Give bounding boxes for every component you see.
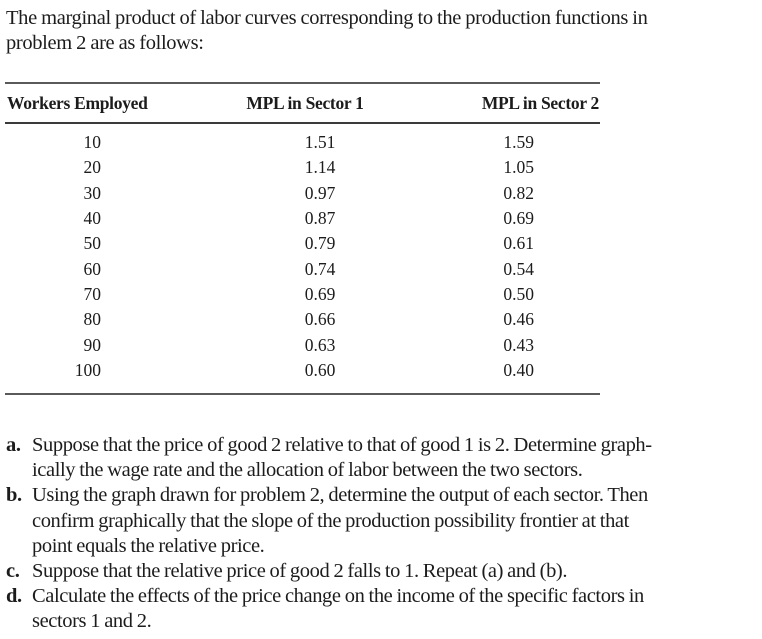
- question-line: sectors 1 and 2.: [32, 610, 152, 633]
- mpl-sector-2-cell: 0.46: [503, 309, 534, 330]
- question-text: Using the graph drawn for problem 2, det…: [32, 483, 758, 559]
- mpl-sector-1-cell: 0.69: [304, 283, 336, 304]
- mpl-sector-2-cell: 1.05: [503, 157, 534, 178]
- question-text: Suppose that the price of good 2 relativ…: [32, 433, 758, 483]
- mpl-sector-2-cell: 0.61: [503, 233, 534, 254]
- question-b: b. Using the graph drawn for problem 2, …: [6, 483, 758, 559]
- table-row: 60 0.74 0.54: [5, 256, 600, 281]
- table-row: 40 0.87 0.69: [5, 206, 600, 231]
- mpl-sector-1-cell: 1.51: [304, 132, 336, 153]
- mpl-table: Workers Employed MPL in Sector 1 MPL in …: [5, 82, 600, 395]
- workers-cell: 20: [83, 157, 102, 178]
- mpl-sector-2-cell: 0.82: [503, 182, 534, 203]
- mpl-data-body: 10 1.51 1.59 20 1.14 1.05 30 0.97 0.82 4…: [5, 124, 600, 383]
- question-line: Calculate the effects of the price chang…: [32, 585, 644, 608]
- table-top-rule: [5, 82, 600, 84]
- question-d: d. Calculate the effects of the price ch…: [6, 584, 758, 634]
- table-header-row: Workers Employed MPL in Sector 1 MPL in …: [5, 84, 600, 122]
- table-row: 90 0.63 0.43: [5, 332, 600, 357]
- mpl-sector-2-cell: 0.69: [503, 208, 534, 229]
- workers-cell: 30: [83, 182, 102, 203]
- table-bottom-rule: [5, 392, 600, 395]
- mpl-sector-1-cell: 0.87: [304, 208, 336, 229]
- mpl-sector-2-cell: 0.50: [503, 283, 534, 304]
- mpl-sector-1-cell: 0.79: [304, 233, 336, 254]
- question-letter: a.: [6, 434, 21, 456]
- table-row: 80 0.66 0.46: [5, 307, 600, 332]
- workers-cell: 50: [83, 233, 102, 254]
- question-list: a. Suppose that the price of good 2 rela…: [6, 433, 758, 635]
- intro-line: The marginal product of labor curves cor…: [6, 7, 648, 29]
- header-mpl-sector-2: MPL in Sector 2: [481, 92, 599, 113]
- mpl-sector-1-cell: 0.66: [304, 309, 336, 330]
- question-line: confirm graphically that the slope of th…: [32, 509, 629, 532]
- intro-paragraph: The marginal product of labor curves cor…: [6, 6, 756, 56]
- table-row: 10 1.51 1.59: [5, 124, 600, 155]
- question-letter: b.: [6, 484, 22, 507]
- question-text: Calculate the effects of the price chang…: [32, 584, 758, 634]
- mpl-data-table: Workers Employed MPL in Sector 1 MPL in …: [5, 84, 600, 122]
- mpl-sector-2-cell: 1.59: [503, 132, 534, 153]
- question-letter: d.: [6, 585, 22, 608]
- mpl-sector-1-cell: 0.63: [304, 334, 336, 355]
- question-line: point equals the relative price.: [32, 534, 265, 557]
- header-mpl-sector-1: MPL in Sector 1: [246, 92, 364, 113]
- mpl-sector-2-cell: 0.43: [503, 334, 534, 355]
- workers-cell: 10: [83, 132, 102, 153]
- question-line: Suppose that the price of good 2 relativ…: [32, 434, 652, 456]
- workers-cell: 40: [83, 208, 102, 229]
- table-row: 30 0.97 0.82: [5, 181, 600, 206]
- workers-cell: 90: [83, 334, 102, 355]
- workers-cell: 60: [83, 258, 102, 279]
- question-line: Using the graph drawn for problem 2, det…: [32, 484, 648, 507]
- table-row: 50 0.79 0.61: [5, 231, 600, 256]
- workers-cell: 100: [74, 359, 101, 380]
- mpl-sector-1-cell: 0.60: [304, 359, 336, 380]
- table-header-rule: [5, 122, 600, 124]
- question-c: c. Suppose that the relative price of go…: [6, 559, 758, 584]
- intro-line: problem 2 are as follows:: [6, 32, 204, 54]
- table-bottom-spacer: [5, 383, 600, 393]
- workers-cell: 70: [83, 283, 102, 304]
- mpl-sector-2-cell: 0.54: [503, 258, 534, 279]
- question-letter: c.: [6, 560, 20, 583]
- header-workers-employed: Workers Employed: [7, 92, 148, 113]
- table-row: 70 0.69 0.50: [5, 282, 600, 307]
- question-text: Suppose that the relative price of good …: [32, 559, 758, 584]
- question-a: a. Suppose that the price of good 2 rela…: [6, 433, 758, 483]
- mpl-sector-1-cell: 0.97: [304, 182, 336, 203]
- question-line: Suppose that the relative price of good …: [32, 560, 568, 583]
- mpl-sector-1-cell: 1.14: [304, 157, 336, 178]
- table-row: 20 1.14 1.05: [5, 155, 600, 180]
- workers-cell: 80: [83, 309, 102, 330]
- question-line: ically the wage rate and the allocation …: [32, 459, 583, 482]
- mpl-sector-2-cell: 0.40: [503, 359, 534, 380]
- mpl-sector-1-cell: 0.74: [304, 258, 336, 279]
- table-row: 100 0.60 0.40: [5, 358, 600, 383]
